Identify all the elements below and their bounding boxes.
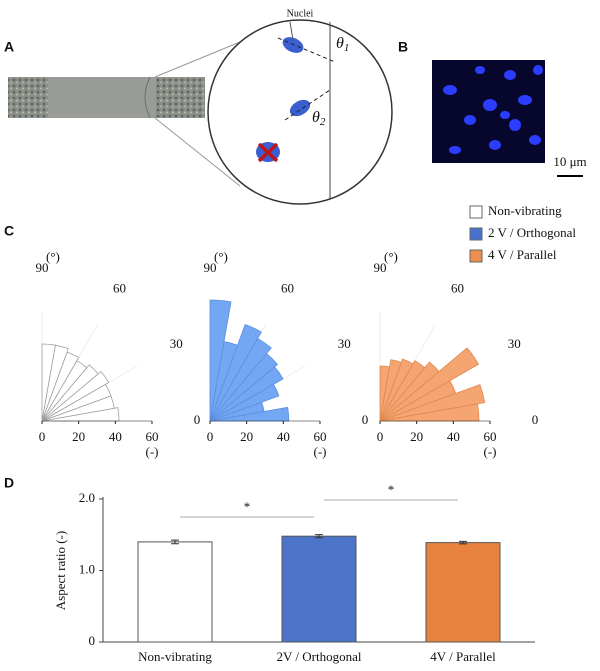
angle-tick-label: 0 xyxy=(532,412,539,427)
radius-unit: (-) xyxy=(314,444,327,459)
radius-tick-label: 60 xyxy=(146,429,159,444)
angle-tick-label: 60 xyxy=(113,280,126,295)
angle-tick-label: 30 xyxy=(508,336,521,351)
radius-tick-label: 20 xyxy=(72,429,85,444)
angle-tick-label: 0 xyxy=(362,412,369,427)
angle-unit: (°) xyxy=(214,249,228,264)
radius-tick-label: 20 xyxy=(410,429,423,444)
legend-swatch xyxy=(469,249,483,263)
wedge xyxy=(379,359,402,422)
angle-tick-label: 30 xyxy=(338,336,351,351)
wedge xyxy=(209,324,262,422)
wedge xyxy=(379,358,414,422)
wedge xyxy=(41,364,99,422)
callout: Nuclei xyxy=(287,8,314,19)
legend-swatch xyxy=(469,205,483,219)
significance-label: * xyxy=(388,482,395,497)
radius-tick-label: 40 xyxy=(109,429,122,444)
scale-bar-label: 10 μm xyxy=(553,154,586,169)
wedge xyxy=(379,384,486,422)
angle-tick-label: 90 xyxy=(36,260,49,275)
radius-tick-label: 20 xyxy=(240,429,253,444)
radius-tick-label: 60 xyxy=(314,429,327,444)
x-tick-label: Non-vibrating xyxy=(138,649,212,664)
y-tick-label: 0 xyxy=(89,633,96,648)
symbol: θ xyxy=(312,109,320,126)
radius-unit: (-) xyxy=(146,444,159,459)
subscript: 2 xyxy=(320,116,326,128)
angle-unit: (°) xyxy=(384,249,398,264)
angle-tick-label: 0 xyxy=(194,412,201,427)
legend-label: 4 V / Parallel xyxy=(488,247,557,262)
y-axis-label: Aspect ratio (-) xyxy=(53,531,68,610)
radius-tick-label: 0 xyxy=(207,429,214,444)
bar xyxy=(425,542,501,643)
radius-tick-label: 40 xyxy=(447,429,460,444)
panel-label: A xyxy=(4,39,14,55)
wedge xyxy=(379,347,479,422)
wedge xyxy=(379,361,440,422)
radius-tick-label: 0 xyxy=(377,429,384,444)
angle-tick-label: 90 xyxy=(374,260,387,275)
y-tick-label: 2.0 xyxy=(79,490,95,505)
panel-label: C xyxy=(4,223,14,239)
wedge xyxy=(379,360,426,422)
angle-tick-label: 90 xyxy=(204,260,217,275)
wedge xyxy=(41,370,110,422)
panel-label: B xyxy=(398,39,408,55)
legend-swatch xyxy=(469,227,483,241)
wedge xyxy=(41,343,56,422)
error-bar xyxy=(315,534,323,539)
symbol: θ xyxy=(336,35,344,52)
radius-tick-label: 0 xyxy=(39,429,46,444)
legend-label: Non-vibrating xyxy=(488,203,562,218)
angle-tick-label: 30 xyxy=(170,336,183,351)
microscope-image xyxy=(8,19,393,205)
angle-tick-label: 60 xyxy=(281,280,294,295)
y-tick-label: 1.0 xyxy=(79,561,95,576)
angle-tick-label: 60 xyxy=(451,280,464,295)
error-bar xyxy=(171,539,179,545)
wedge xyxy=(379,365,391,422)
radius-tick-label: 40 xyxy=(277,429,290,444)
angle-label: θ2 xyxy=(312,109,326,128)
bar xyxy=(137,541,213,643)
fluorescence-image xyxy=(432,60,545,163)
panel-label: D xyxy=(4,475,14,491)
radius-unit: (-) xyxy=(484,444,497,459)
angle-label: θ1 xyxy=(336,35,349,54)
x-tick-label: 4V / Parallel xyxy=(430,649,496,664)
radius-tick-label: 60 xyxy=(484,429,497,444)
legend-label: 2 V / Orthogonal xyxy=(488,225,576,240)
error-bar xyxy=(459,540,467,545)
subscript: 1 xyxy=(344,42,350,54)
bar xyxy=(281,535,357,643)
angle-unit: (°) xyxy=(46,249,60,264)
wedge xyxy=(209,299,232,422)
significance-label: * xyxy=(244,499,251,514)
x-tick-label: 2V / Orthogonal xyxy=(277,649,362,664)
